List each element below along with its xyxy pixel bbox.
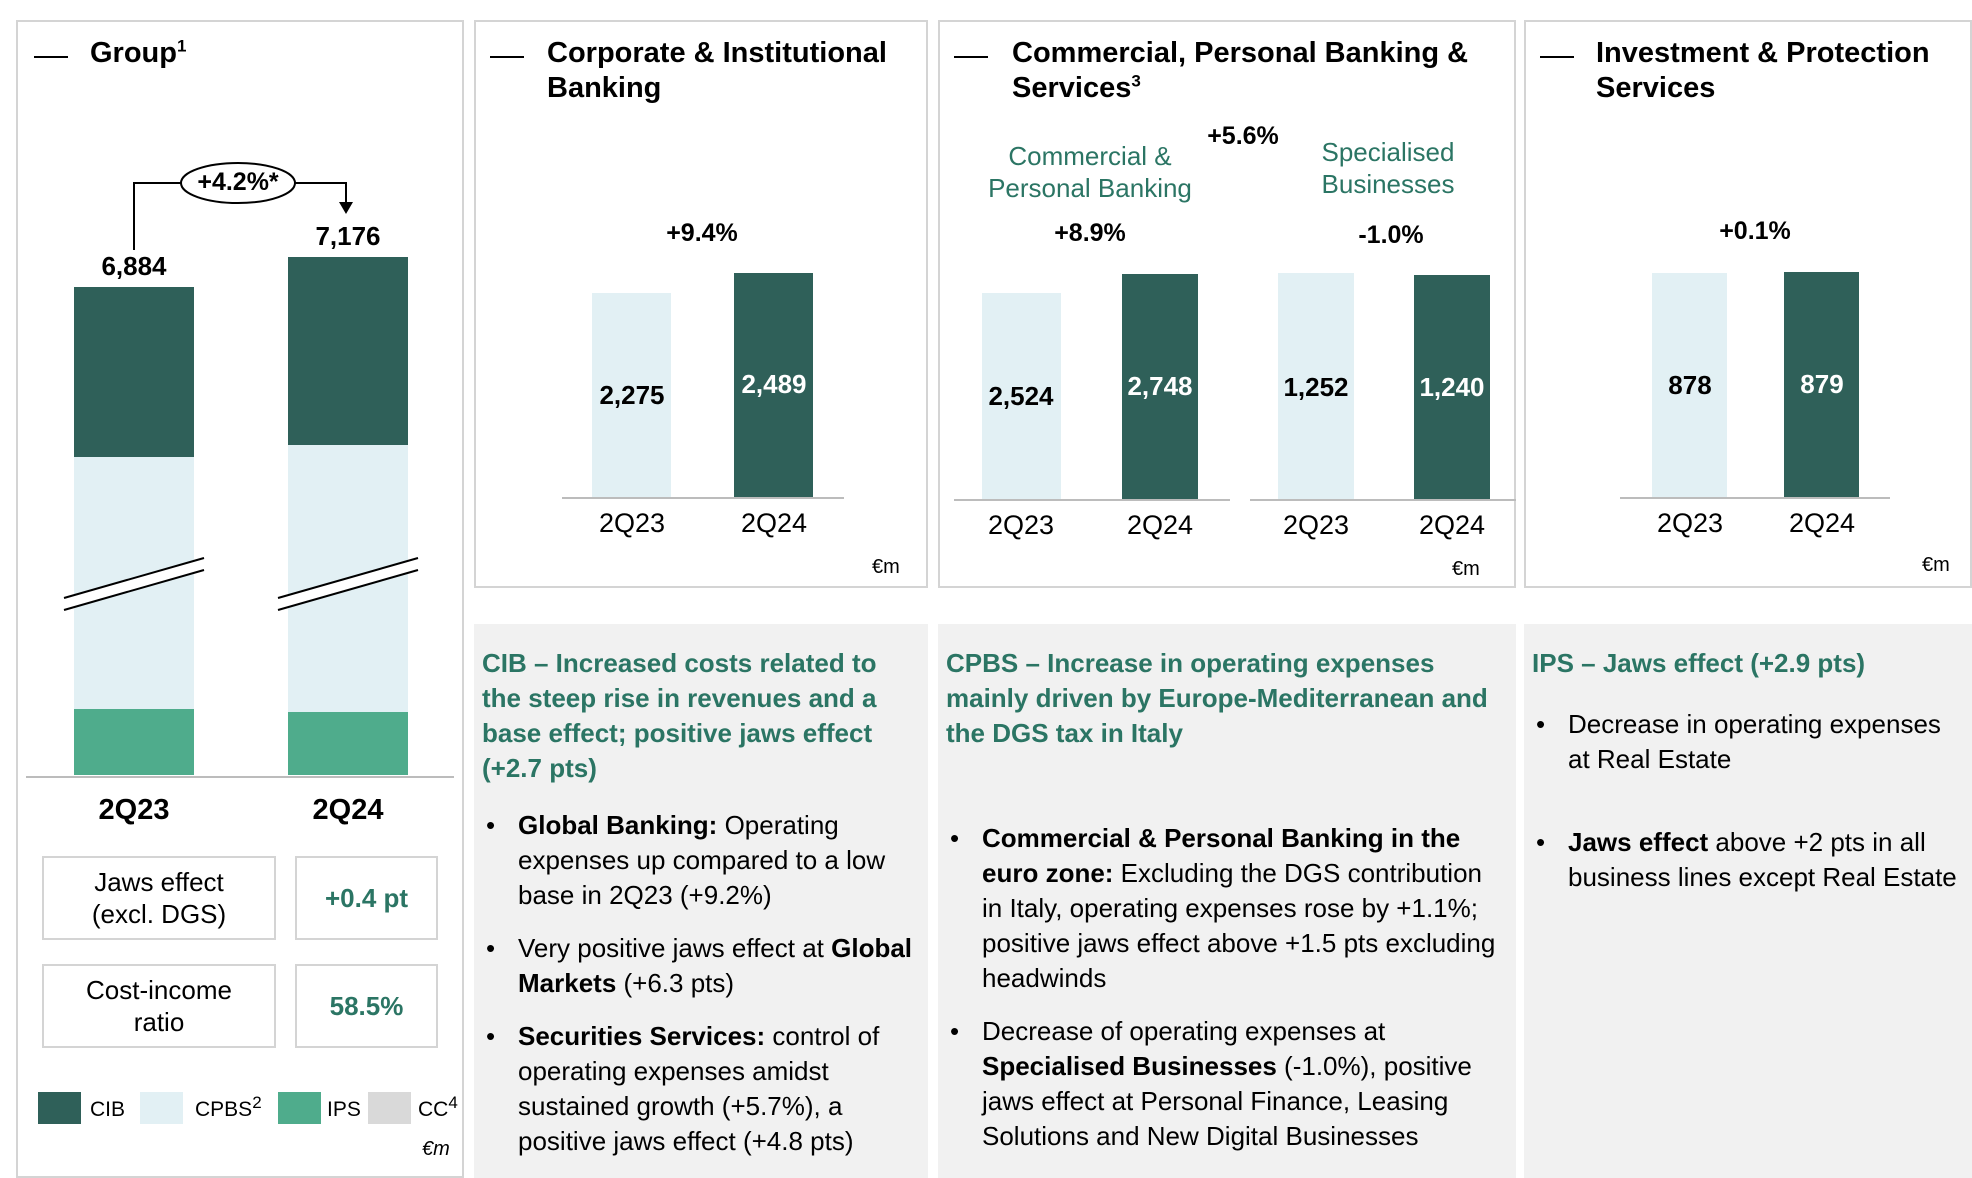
group-2q24-axis-break <box>277 557 419 611</box>
legend-cc-label: CC4 <box>418 1093 458 1121</box>
cpb-2q23-value: 2,524 <box>988 381 1054 411</box>
cib-growth-label: +9.4% <box>666 219 738 247</box>
sb-2q24-label: 2Q24 <box>1418 510 1486 540</box>
ips-2q24-label: 2Q24 <box>1788 508 1856 538</box>
cpb-sublabel: Commercial & Personal Banking <box>988 141 1192 203</box>
cost-income-label: Cost-income ratio <box>86 975 232 1037</box>
cpbs-title-sup: 3 <box>1131 71 1141 91</box>
cib-bullet-1: Global Banking: Operating expenses up co… <box>482 808 920 913</box>
group-2q24-ips-segment <box>288 712 408 775</box>
group-unit: €m <box>422 1138 450 1160</box>
group-2q24-cib-segment <box>288 257 408 445</box>
jaws-effect-label-box: Jaws effect (excl. DGS) <box>42 856 276 940</box>
cpb-axis-line <box>954 499 1230 501</box>
sb-2q24-value: 1,240 <box>1419 372 1485 402</box>
ips-bullet-2: Jaws effect above +2 pts in all business… <box>1532 825 1964 895</box>
sb-2q23-value: 1,252 <box>1283 372 1349 402</box>
cpbs-growth-label: +5.6% <box>1207 122 1279 150</box>
group-2q23-axis-break <box>63 557 205 611</box>
group-growth-label: +4.2%* <box>197 168 279 196</box>
cib-bullet-3: Securities Services: control of operatin… <box>482 1019 920 1159</box>
cib-panel <box>474 20 928 588</box>
cib-2q23-value: 2,275 <box>599 380 665 410</box>
cib-axis-line <box>562 497 844 499</box>
cpb-growth-label: +8.9% <box>1054 219 1126 247</box>
cib-title-dash <box>490 56 524 58</box>
jaws-effect-value: +0.4 pt <box>324 883 409 913</box>
sb-sublabel: Specialised Businesses <box>1321 137 1455 199</box>
ips-2q24-value: 879 <box>1800 369 1844 399</box>
group-axis-line <box>26 776 454 778</box>
group-title: Group1 <box>90 36 186 71</box>
ips-panel <box>1524 20 1972 588</box>
group-growth-connector <box>133 162 353 250</box>
cib-2q23-bar <box>592 293 671 497</box>
group-2q24-total: 7,176 <box>315 221 381 251</box>
sb-2q23-bar <box>1278 273 1354 499</box>
ips-2q23-value: 878 <box>1668 370 1712 400</box>
cpb-2q23-label: 2Q23 <box>987 510 1055 540</box>
ips-commentary: IPS – Jaws effect (+2.9 pts) Decrease in… <box>1524 624 1972 1178</box>
jaws-effect-value-box: +0.4 pt <box>295 856 438 940</box>
cpb-2q23-bar <box>982 293 1061 499</box>
group-2q23-cib-segment <box>74 287 194 457</box>
ips-2q24-bar <box>1784 272 1859 497</box>
legend-cib-label: CIB <box>90 1098 126 1121</box>
cpbs-commentary: CPBS – Increase in operating expenses ma… <box>938 624 1516 1178</box>
group-title-dash <box>34 56 68 58</box>
group-2q23-total: 6,884 <box>101 251 167 281</box>
group-2q24-label: 2Q24 <box>312 794 384 826</box>
sb-2q24-bar <box>1414 275 1490 499</box>
group-title-text: Group <box>90 37 177 69</box>
legend-ips-swatch <box>278 1092 321 1124</box>
cost-income-value-box: 58.5% <box>295 964 438 1048</box>
cpbs-bullet-2: Decrease of operating expenses at Specia… <box>946 1014 1508 1154</box>
cpbs-bullet-1: Commercial & Personal Banking in the eur… <box>946 821 1508 996</box>
sb-growth-label: -1.0% <box>1358 221 1424 249</box>
group-title-sup: 1 <box>177 36 187 56</box>
cost-income-value: 58.5% <box>329 991 404 1021</box>
jaws-effect-label: Jaws effect (excl. DGS) <box>91 867 227 929</box>
cib-2q23-label: 2Q23 <box>598 508 666 538</box>
ips-axis-line <box>1620 497 1890 499</box>
cib-2q24-value: 2,489 <box>741 369 807 399</box>
sb-2q23-label: 2Q23 <box>1282 510 1350 540</box>
legend-cc-swatch <box>368 1092 411 1124</box>
group-2q23-ips-segment <box>74 709 194 775</box>
cpb-2q24-label: 2Q24 <box>1126 510 1194 540</box>
ips-2q23-bar <box>1652 273 1727 497</box>
ips-bullet-1: Decrease in operating expenses at Real E… <box>1532 707 1964 777</box>
cib-2q24-label: 2Q24 <box>740 508 808 538</box>
sb-axis-line <box>1250 499 1516 501</box>
cib-bullet-2: Very positive jaws effect at Global Mark… <box>482 931 920 1001</box>
group-2q23-label: 2Q23 <box>98 794 170 826</box>
legend-cib-swatch <box>38 1092 81 1124</box>
legend-cpbs-swatch <box>140 1092 183 1124</box>
legend-ips-label: IPS <box>327 1098 361 1121</box>
cib-commentary-title: CIB – Increased costs related to the ste… <box>482 648 877 783</box>
cpb-2q24-value: 2,748 <box>1127 371 1193 401</box>
ips-title: Investment & Protection Services <box>1596 37 1930 104</box>
cib-commentary: CIB – Increased costs related to the ste… <box>474 624 928 1178</box>
ips-commentary-title: IPS – Jaws effect (+2.9 pts) <box>1532 648 1866 678</box>
cpbs-title-dash <box>954 56 988 58</box>
legend-cpbs-label: CPBS2 <box>195 1093 262 1121</box>
ips-title-dash <box>1540 56 1574 58</box>
cost-income-label-box: Cost-income ratio <box>42 964 276 1048</box>
cib-2q24-bar <box>734 273 813 497</box>
cpbs-title: Commercial, Personal Banking & Services3 <box>1012 36 1492 106</box>
ips-unit: €m <box>1922 554 1950 576</box>
ips-2q23-label: 2Q23 <box>1656 508 1724 538</box>
cib-title: Corporate & Institutional Banking <box>547 37 887 104</box>
cpbs-unit: €m <box>1452 558 1480 580</box>
cpbs-commentary-title: CPBS – Increase in operating expenses ma… <box>946 648 1488 748</box>
cib-unit: €m <box>872 556 900 578</box>
cpbs-title-text: Commercial, Personal Banking & Services <box>1012 37 1469 104</box>
ips-growth-label: +0.1% <box>1719 217 1791 245</box>
cpb-2q24-bar <box>1122 274 1198 499</box>
